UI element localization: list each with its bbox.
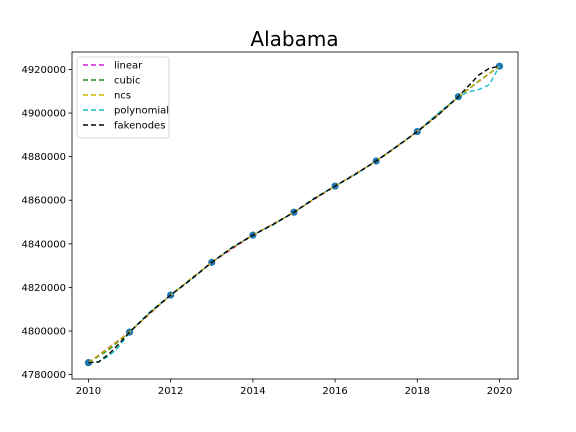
legend-label-polynomial: polynomial xyxy=(114,106,169,117)
legend-label-ncs: ncs xyxy=(114,91,131,102)
legend-label-fakenodes: fakenodes xyxy=(114,121,165,132)
x-tick-label: 2020 xyxy=(487,386,512,397)
y-tick-label: 4820000 xyxy=(21,283,66,294)
x-tick-label: 2010 xyxy=(76,386,101,397)
y-tick-label: 4920000 xyxy=(21,65,66,76)
x-tick-label: 2014 xyxy=(240,386,265,397)
legend-label-linear: linear xyxy=(114,61,143,72)
x-tick-label: 2016 xyxy=(322,386,347,397)
y-tick-label: 4780000 xyxy=(21,370,66,381)
y-tick-label: 4800000 xyxy=(21,327,66,338)
legend-label-cubic: cubic xyxy=(114,76,140,87)
y-tick-label: 4900000 xyxy=(21,109,66,120)
x-tick-label: 2012 xyxy=(158,386,183,397)
y-tick-label: 4860000 xyxy=(21,196,66,207)
x-tick-label: 2018 xyxy=(405,386,430,397)
y-tick-label: 4880000 xyxy=(21,152,66,163)
y-tick-label: 4840000 xyxy=(21,239,66,250)
chart-title: Alabama xyxy=(250,27,338,51)
legend: linear cubic ncs polynomial fakenodes xyxy=(77,57,169,138)
